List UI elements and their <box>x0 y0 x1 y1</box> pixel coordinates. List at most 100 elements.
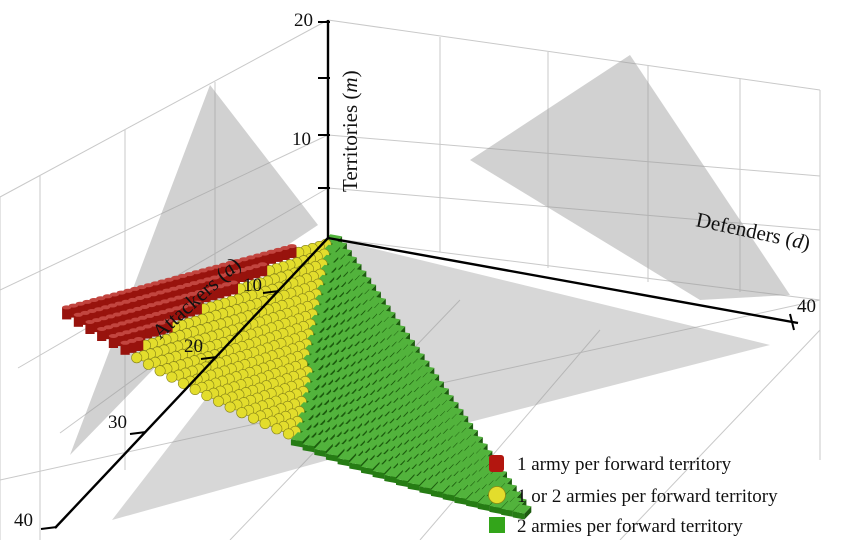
mark-red-cylinder-458-body <box>85 322 95 334</box>
mark-red-cylinder-252-cap <box>179 304 189 309</box>
mark-red-cylinder-207-cap <box>181 293 191 298</box>
mark-red-cylinder-236 <box>185 302 195 317</box>
mark-red-cylinder-438-cap <box>92 318 102 323</box>
mark-green-cube-818-front <box>501 508 513 517</box>
mark-red-cylinder-415 <box>136 326 146 341</box>
mark-red-cylinder-195-cap <box>150 281 160 286</box>
mark-red-cylinder-254 <box>142 294 152 309</box>
mark-red-cylinder-88 <box>230 269 240 284</box>
mark-red-cylinder-207-body <box>181 295 191 308</box>
legend-swatch-cylinder <box>489 455 504 472</box>
attackers-tick-mark-0 <box>262 290 280 294</box>
mark-red-cylinder-209-body <box>144 285 154 298</box>
mark-red-cylinder-270-cap <box>135 296 145 300</box>
mark-red-cylinder-253-body <box>160 301 170 314</box>
legend-swatch-cube <box>489 517 505 533</box>
mark-red-cylinder-63-cap <box>232 259 242 264</box>
mark-red-cylinder-437 <box>110 323 120 338</box>
mark-red-cylinder-209 <box>144 283 154 298</box>
mark-red-cylinder-271 <box>116 290 126 305</box>
mark-green-cube-738-front <box>314 449 326 457</box>
mark-red-cylinder-305-cap <box>103 294 113 299</box>
mark-red-cylinder-153 <box>208 286 218 301</box>
mark-red-cylinder-337 <box>163 318 173 333</box>
attackers-tick-mark-3 <box>40 526 58 530</box>
mark-red-cylinder-208-body <box>162 290 172 303</box>
mark-green-cube-755-front <box>337 458 350 467</box>
mark-red-cylinder-237 <box>167 297 177 312</box>
mark-red-cylinder-379-body <box>75 303 85 316</box>
mark-red-cylinder-320 <box>151 312 161 326</box>
mark-red-cylinder-287 <box>128 297 138 312</box>
mark-red-cylinder-142-body <box>196 281 206 294</box>
mark-red-cylinder-415-cap <box>136 326 146 331</box>
mark-yellow-sphere-547 <box>142 358 154 370</box>
mark-green-cube-719-front <box>290 439 303 448</box>
mark-red-cylinder-476-body <box>115 334 125 347</box>
mark-red-cylinder-168-cap <box>164 277 174 282</box>
mark-red-cylinder-129-body <box>221 284 232 297</box>
plane-left-wall-shadow <box>70 85 318 455</box>
mark-green-cube-770-front <box>361 466 373 475</box>
mark-red-cylinder-288-cap <box>109 292 120 297</box>
mark-red-cylinder-41-body <box>253 255 263 268</box>
mark-red-cylinder-54 <box>258 262 268 277</box>
mark-red-cylinder-340 <box>107 303 118 318</box>
mark-green-cube-763-front <box>349 462 361 471</box>
mark-red-cylinder-118 <box>228 280 238 295</box>
mark-red-cylinder-142 <box>196 279 206 294</box>
grid-line-11 <box>327 237 821 301</box>
mark-red-cylinder-378 <box>94 307 104 322</box>
mark-red-cylinder-19 <box>280 246 290 260</box>
mark-red-cylinder-207 <box>181 293 191 308</box>
mark-red-cylinder-153-body <box>208 288 218 301</box>
mark-red-cylinder-304 <box>121 299 131 314</box>
mark-red-cylinder-358-body <box>119 312 129 325</box>
mark-red-cylinder-285 <box>165 308 175 323</box>
mark-red-cylinder-179 <box>194 290 204 304</box>
mark-red-cylinder-79-body <box>237 270 247 282</box>
mark-red-cylinder-359-cap <box>101 305 111 310</box>
mark-red-cylinder-494 <box>127 338 137 353</box>
attackers-tick-mark-2 <box>129 431 147 435</box>
legend-entry-green: 2 armies per forward territory <box>489 516 743 537</box>
mark-red-cylinder-208 <box>162 288 172 303</box>
mark-red-cylinder-418-cap <box>80 310 90 315</box>
mark-green-cube-747-top <box>325 446 345 456</box>
mark-red-cylinder-180 <box>176 284 186 299</box>
mark-green-cube-729-top <box>302 437 322 447</box>
mark-red-cylinder-397 <box>105 314 116 329</box>
mark-red-cylinder-338 <box>144 313 155 328</box>
mark-red-cylinder-341-body <box>89 300 99 312</box>
mark-red-cylinder-419 <box>62 305 72 320</box>
mark-red-cylinder-321-body <box>133 308 143 321</box>
mark-red-cylinder-181-cap <box>157 279 167 284</box>
mark-red-cylinder-15 <box>287 244 297 259</box>
territories-tick-10: 10 <box>292 129 311 150</box>
mark-red-cylinder-54-cap <box>258 262 268 267</box>
mark-green-cube-799-top <box>419 479 438 489</box>
mark-red-cylinder-513 <box>120 340 130 355</box>
mark-red-cylinder-456-cap <box>122 330 132 335</box>
mark-red-cylinder-438 <box>92 318 102 333</box>
mark-red-cylinder-181-body <box>157 281 167 294</box>
mark-red-cylinder-19-body <box>280 248 290 260</box>
mark-yellow-sphere-609 <box>189 383 201 395</box>
mark-red-cylinder-71-body <box>225 262 236 275</box>
mark-red-cylinder-395 <box>142 324 153 339</box>
mark-red-cylinder-118-cap <box>228 280 238 285</box>
mark-yellow-sphere-530 <box>131 352 143 364</box>
mark-green-cube-794-front <box>407 482 420 491</box>
mark-red-cylinder-41-cap <box>253 253 263 258</box>
mark-green-cube-819-top <box>512 504 532 514</box>
mark-red-cylinder-339 <box>126 308 136 323</box>
mark-red-cylinder-419-cap <box>62 305 72 310</box>
mark-green-cube-729-front <box>302 444 315 453</box>
mark-red-cylinder-337-body <box>163 320 173 333</box>
mark-red-cylinder-63 <box>232 259 242 274</box>
mark-red-cylinder-375-body <box>149 324 159 337</box>
mark-red-cylinder-287-cap <box>128 297 138 302</box>
mark-green-cube-819 <box>512 504 532 520</box>
mark-red-cylinder-143 <box>178 273 188 288</box>
mark-green-cube-807-front <box>442 493 455 502</box>
